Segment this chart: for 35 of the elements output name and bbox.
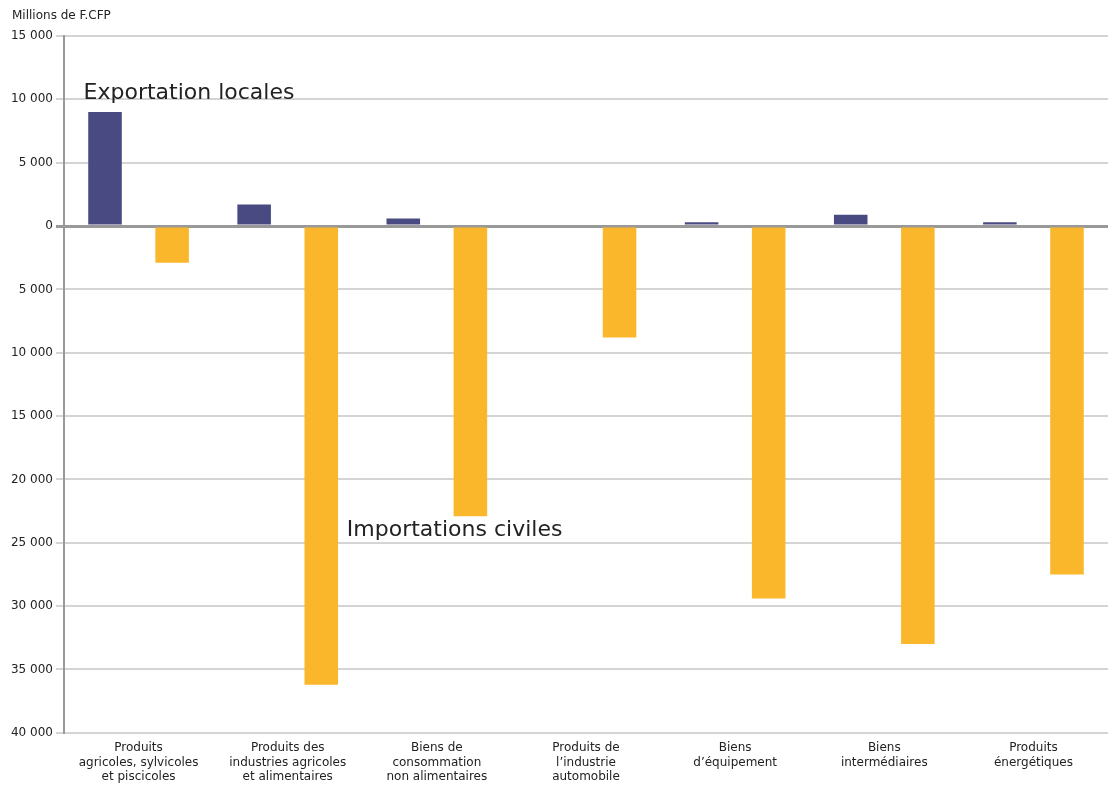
y-tick-label: 10 000: [10, 344, 53, 359]
x-tick-label: Produits de l’industrie automobile: [552, 740, 620, 783]
series-label: Importations civiles: [346, 515, 563, 541]
y-tick-label: 40 000: [10, 724, 53, 739]
x-tick-label: Biens d’équipement: [693, 740, 778, 769]
bar: [237, 204, 271, 225]
bar: [602, 227, 637, 338]
y-tick-label: 15 000: [10, 28, 53, 43]
bar: [386, 218, 421, 225]
y-tick-label: 15 000: [10, 408, 53, 423]
y-tick-label: 20 000: [10, 471, 53, 486]
bar: [155, 227, 189, 263]
y-tick-label: 30 000: [10, 598, 53, 613]
x-tick-label: Biens de consommation non alimentaires: [386, 740, 488, 783]
y-tick-label: 5 000: [18, 154, 53, 169]
y-tick-label: 5 000: [18, 281, 53, 296]
y-tick-label: 25 000: [10, 534, 53, 549]
bar: [983, 222, 1017, 225]
x-tick-label: Biens intermédiaires: [840, 740, 928, 769]
x-tick-label: Produits énergétiques: [993, 740, 1073, 769]
y-tick-label: 10 000: [10, 91, 53, 106]
x-tick-label: Produits des industries agricoles et alimentaires: [229, 740, 347, 783]
bar: [833, 214, 868, 225]
x-tick-label: Produits agricoles, sylvicoles et piscicoles: [78, 740, 199, 783]
bar: [453, 227, 488, 517]
bar: [751, 227, 786, 599]
bar: [901, 227, 935, 645]
bar: [684, 222, 719, 225]
bar: [304, 227, 339, 685]
bar: [1050, 227, 1084, 575]
y-axis-title: Millions de F.CFP: [12, 8, 111, 22]
series-label: Exportation locales: [83, 79, 295, 105]
y-tick-label: 0: [45, 218, 53, 233]
y-tick-label: 35 000: [10, 661, 53, 676]
bar: [88, 112, 122, 225]
